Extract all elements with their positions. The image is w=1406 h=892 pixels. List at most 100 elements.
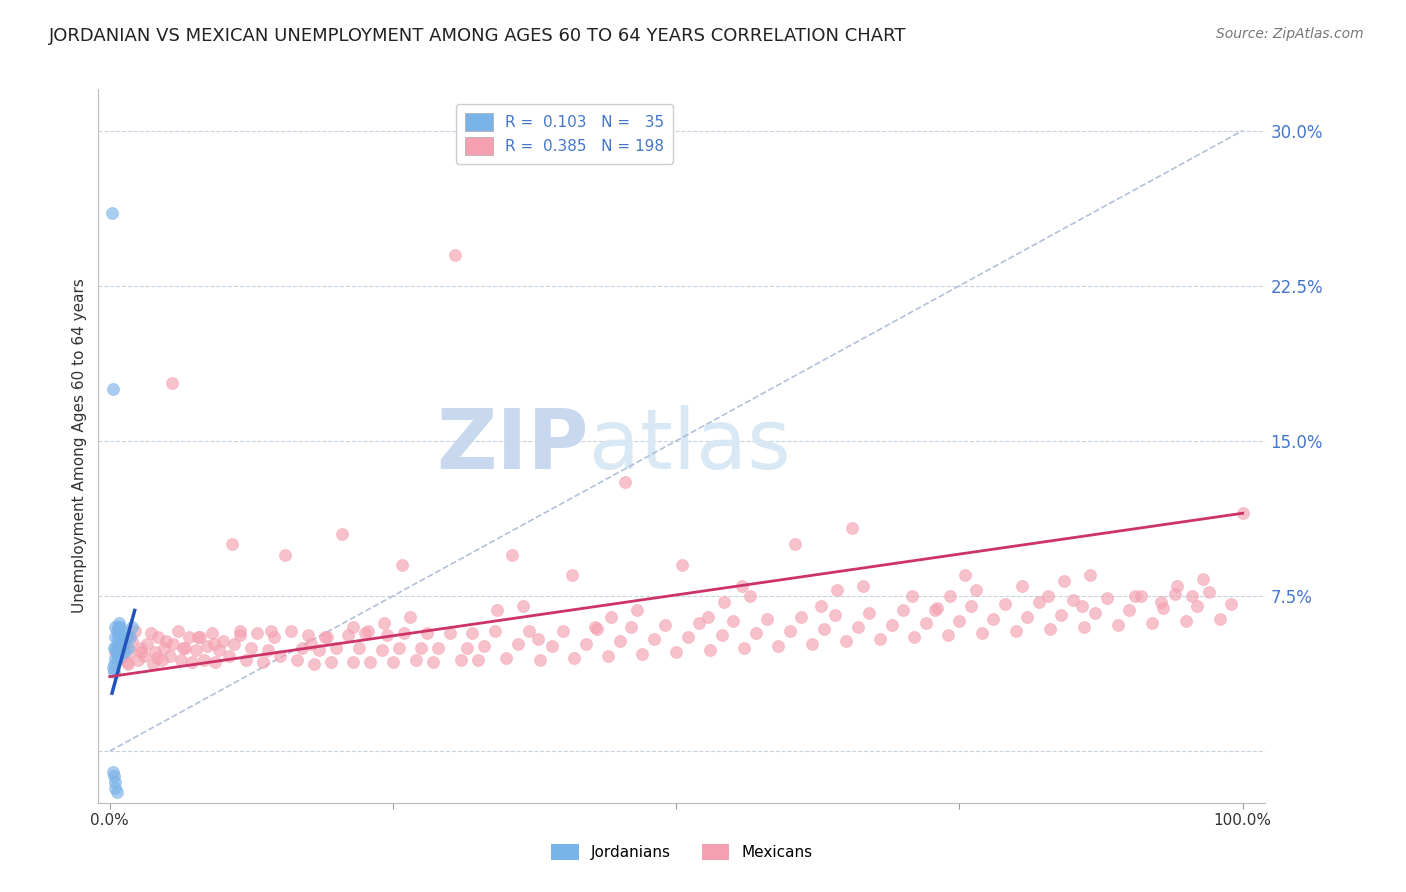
Point xyxy=(357,624,380,639)
Point xyxy=(269,648,291,663)
Point xyxy=(461,626,484,640)
Point xyxy=(1123,589,1146,603)
Point xyxy=(1011,579,1033,593)
Point xyxy=(259,624,281,639)
Point xyxy=(422,655,444,669)
Point xyxy=(599,609,621,624)
Point xyxy=(671,558,693,572)
Point xyxy=(382,655,405,669)
Point xyxy=(229,628,252,642)
Legend: Jordanians, Mexicans: Jordanians, Mexicans xyxy=(546,838,818,866)
Point xyxy=(107,620,129,634)
Point xyxy=(103,640,125,655)
Point xyxy=(1095,591,1118,605)
Point xyxy=(139,626,162,640)
Point xyxy=(336,628,359,642)
Point xyxy=(132,648,155,663)
Point xyxy=(1209,612,1232,626)
Point xyxy=(948,614,970,628)
Point xyxy=(391,558,413,572)
Point xyxy=(121,634,143,648)
Point xyxy=(105,624,128,639)
Point xyxy=(411,640,433,655)
Point xyxy=(104,651,127,665)
Point xyxy=(1062,593,1084,607)
Point xyxy=(114,645,136,659)
Point xyxy=(733,640,755,655)
Point xyxy=(731,579,754,593)
Point xyxy=(297,628,319,642)
Point xyxy=(117,657,139,672)
Text: ZIP: ZIP xyxy=(436,406,589,486)
Point xyxy=(959,599,981,614)
Point xyxy=(450,653,472,667)
Point xyxy=(316,630,339,644)
Point xyxy=(162,636,184,650)
Point xyxy=(626,603,648,617)
Point xyxy=(160,376,183,390)
Point xyxy=(342,655,364,669)
Point xyxy=(159,648,181,663)
Point xyxy=(495,651,517,665)
Point xyxy=(562,651,585,665)
Point xyxy=(103,769,125,783)
Point xyxy=(285,653,308,667)
Text: Source: ZipAtlas.com: Source: ZipAtlas.com xyxy=(1216,27,1364,41)
Point xyxy=(846,620,869,634)
Point xyxy=(103,665,125,680)
Point xyxy=(207,642,229,657)
Point xyxy=(939,589,962,603)
Point xyxy=(263,630,285,644)
Point xyxy=(744,626,766,640)
Point xyxy=(486,603,509,617)
Point xyxy=(620,620,643,634)
Point xyxy=(181,655,204,669)
Point xyxy=(1198,584,1220,599)
Point xyxy=(146,651,169,665)
Point xyxy=(212,634,235,648)
Point xyxy=(1039,622,1062,636)
Point xyxy=(103,657,125,672)
Point xyxy=(880,618,903,632)
Point xyxy=(1036,589,1059,603)
Point xyxy=(914,615,936,630)
Text: JORDANIAN VS MEXICAN UNEMPLOYMENT AMONG AGES 60 TO 64 YEARS CORRELATION CHART: JORDANIAN VS MEXICAN UNEMPLOYMENT AMONG … xyxy=(49,27,907,45)
Point xyxy=(785,537,807,551)
Point xyxy=(110,630,132,644)
Point xyxy=(801,636,824,650)
Point xyxy=(131,645,153,659)
Point xyxy=(697,609,720,624)
Point xyxy=(790,609,813,624)
Point xyxy=(104,620,127,634)
Point xyxy=(1053,574,1076,589)
Point xyxy=(280,624,302,639)
Point xyxy=(204,655,226,669)
Point xyxy=(105,785,128,799)
Point xyxy=(766,639,789,653)
Point xyxy=(105,636,128,650)
Point xyxy=(665,645,688,659)
Point xyxy=(1181,589,1204,603)
Text: atlas: atlas xyxy=(589,406,790,486)
Point xyxy=(131,640,153,655)
Point xyxy=(699,642,721,657)
Point xyxy=(325,640,347,655)
Point xyxy=(779,624,801,639)
Point xyxy=(891,603,914,617)
Point xyxy=(399,609,422,624)
Point xyxy=(994,597,1017,611)
Point xyxy=(108,640,131,655)
Point xyxy=(319,655,342,669)
Point xyxy=(101,206,124,220)
Point xyxy=(184,642,207,657)
Point xyxy=(120,630,142,644)
Point xyxy=(107,630,129,644)
Point xyxy=(136,636,159,650)
Point xyxy=(551,624,574,639)
Point xyxy=(1129,589,1152,603)
Point xyxy=(193,653,215,667)
Point xyxy=(1166,579,1188,593)
Point xyxy=(467,653,489,667)
Point xyxy=(101,764,124,779)
Point xyxy=(170,653,193,667)
